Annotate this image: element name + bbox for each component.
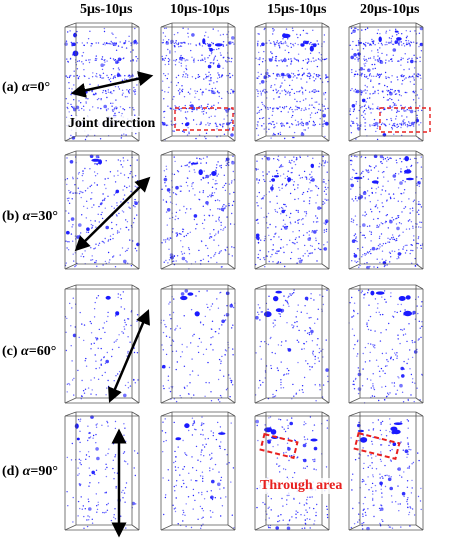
specimen-panel-r2-c3 [252,150,332,272]
specimen-frame [348,150,424,270]
specimen-panel-r4-c2 [158,411,238,533]
specimen-frame [160,22,236,142]
crack-point-cloud [348,289,424,404]
specimen-cube [160,22,236,142]
specimen-cube [254,411,330,531]
crack-point-cloud [254,155,330,268]
specimen-panel-r1-c2 [158,22,238,144]
specimen-cube [64,411,140,531]
crack-point-cloud [350,418,422,531]
specimen-frame [64,411,140,531]
column-header-4: 20μs-10μs [360,2,420,17]
specimen-panel-r3-c2 [158,284,238,406]
row-label-c: (c) α=60° [2,344,57,359]
specimen-cube [254,284,330,404]
specimen-panel-r4-c3 [252,411,332,533]
specimen-cube [254,150,330,270]
crack-point-cloud [255,27,329,140]
specimen-panel-r2-c1 [62,150,142,272]
column-header-1: 5μs-10μs [80,2,133,17]
through-area-label: Through area [259,478,344,494]
specimen-cube [348,411,424,531]
specimen-panel-r4-c1 [62,411,142,533]
crack-point-cloud [349,154,424,270]
specimen-cube [348,22,424,142]
crack-point-cloud [160,289,236,403]
specimen-frame [254,22,330,142]
row-label-a: (a) α=0° [2,80,51,95]
joint-direction-label: Joint direction [67,116,157,132]
specimen-frame [160,284,236,404]
specimen-panel-r3-c3 [252,284,332,406]
crack-point-cloud [161,27,235,141]
specimen-frame [64,150,140,270]
crack-point-cloud [66,415,139,529]
specimen-panel-r3-c1 [62,284,142,406]
specimen-cube [348,150,424,270]
crack-point-cloud [161,416,235,529]
specimen-panel-r1-c4 [346,22,426,144]
specimen-cube [254,22,330,142]
specimen-cube [160,150,236,270]
specimen-frame [254,150,330,270]
specimen-frame [254,284,330,404]
specimen-frame [348,284,424,404]
specimen-panel-r2-c4 [346,150,426,272]
specimen-frame [348,411,424,531]
specimen-frame [64,284,140,404]
column-header-2: 10μs-10μs [170,2,230,17]
specimen-cube [160,411,236,531]
specimen-frame [254,411,330,531]
specimen-panel-r3-c4 [346,284,426,406]
specimen-panel-r1-c3 [252,22,332,144]
specimen-cube [64,284,140,404]
specimen-frame [160,411,236,531]
specimen-frame [160,150,236,270]
specimen-cube [160,284,236,404]
specimen-panel-r2-c2 [158,150,238,272]
row-label-b: (b) α=30° [2,209,58,224]
crack-point-cloud [161,155,236,270]
specimen-panel-r4-c4 [346,411,426,533]
specimen-cube [348,284,424,404]
column-header-3: 15μs-10μs [267,2,327,17]
row-label-d: (d) α=90° [2,464,58,479]
specimen-cube [64,150,140,270]
